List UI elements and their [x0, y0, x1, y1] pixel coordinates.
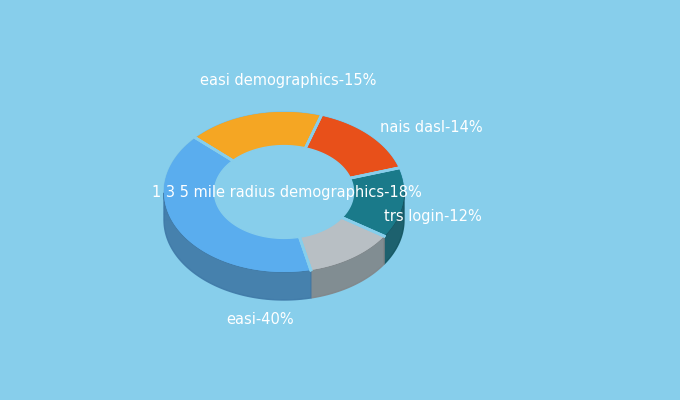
Polygon shape [164, 193, 311, 300]
Polygon shape [164, 123, 404, 203]
Text: 1 3 5 mile radius demographics-18%: 1 3 5 mile radius demographics-18% [152, 184, 422, 200]
Text: easi-40%: easi-40% [226, 312, 294, 328]
Polygon shape [214, 146, 354, 238]
Polygon shape [300, 218, 384, 270]
Polygon shape [342, 168, 404, 236]
Text: easi demographics-15%: easi demographics-15% [200, 72, 376, 88]
Polygon shape [300, 218, 384, 270]
Polygon shape [342, 168, 404, 236]
Polygon shape [196, 112, 321, 161]
Polygon shape [164, 112, 404, 192]
Polygon shape [164, 138, 311, 272]
Text: trs login-12%: trs login-12% [384, 208, 481, 224]
Polygon shape [164, 118, 404, 198]
Polygon shape [311, 236, 384, 298]
Polygon shape [384, 192, 404, 264]
Polygon shape [305, 116, 398, 178]
Polygon shape [164, 134, 404, 214]
Polygon shape [214, 192, 300, 266]
Polygon shape [305, 116, 398, 178]
Polygon shape [164, 129, 404, 209]
Polygon shape [164, 138, 311, 272]
Text: nais dasl-14%: nais dasl-14% [380, 120, 483, 136]
Polygon shape [300, 218, 342, 265]
Polygon shape [164, 140, 404, 220]
Polygon shape [196, 112, 321, 161]
Polygon shape [342, 192, 354, 246]
